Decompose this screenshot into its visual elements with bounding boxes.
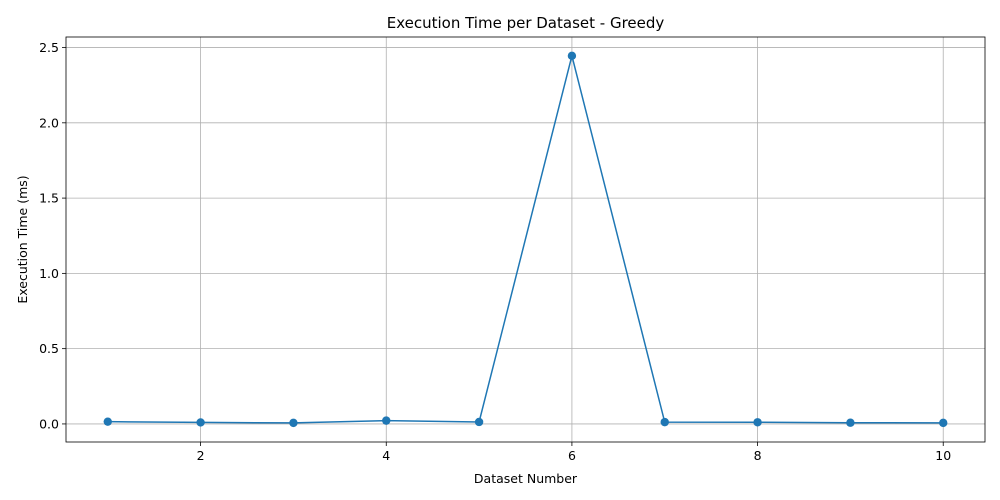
y-tick-label: 2.0 — [39, 115, 59, 130]
y-tick-label: 2.5 — [39, 40, 59, 55]
x-tick-label: 4 — [382, 448, 390, 463]
data-point — [289, 418, 298, 428]
data-point — [753, 418, 762, 427]
data-point — [660, 417, 669, 427]
x-axis-ticks: 2 4 6 8 10 — [197, 442, 951, 463]
y-tick-label: 1.5 — [39, 191, 59, 206]
y-axis-ticks: 0.0 0.5 1.0 1.5 2.0 2.5 — [39, 40, 66, 431]
plot-frame — [65, 36, 986, 443]
data-point — [474, 417, 484, 427]
y-tick-label: 1.0 — [39, 266, 59, 281]
data-point — [196, 418, 205, 427]
data-point — [103, 417, 112, 426]
data-point — [382, 416, 391, 425]
data-point — [567, 51, 577, 61]
x-tick-label: 2 — [197, 448, 205, 463]
x-tick-label: 10 — [935, 448, 951, 463]
grid — [66, 37, 985, 442]
y-axis-label: Execution Time (ms) — [15, 175, 30, 303]
y-tick-label: 0.0 — [39, 416, 59, 431]
series-layer — [103, 51, 948, 428]
series-line — [107, 55, 944, 424]
data-point — [939, 418, 948, 428]
x-tick-label: 6 — [568, 448, 576, 463]
chart-title: Execution Time per Dataset - Greedy — [387, 14, 665, 32]
x-axis-label: Dataset Number — [474, 471, 578, 486]
data-point — [846, 418, 855, 427]
x-tick-label: 8 — [754, 448, 762, 463]
y-tick-label: 0.5 — [39, 341, 59, 356]
